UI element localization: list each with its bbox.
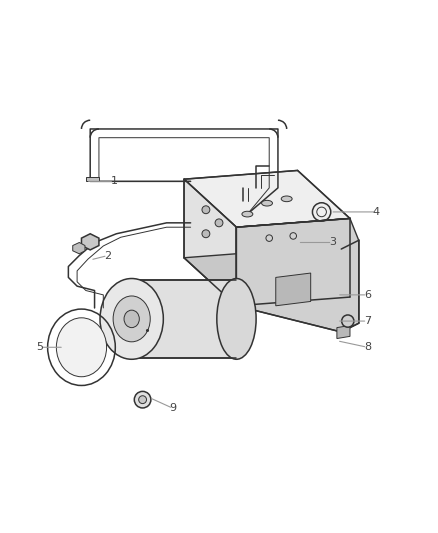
Ellipse shape — [134, 391, 151, 408]
Text: 3: 3 — [329, 238, 336, 247]
Ellipse shape — [317, 207, 326, 217]
Polygon shape — [184, 179, 237, 306]
Ellipse shape — [261, 200, 272, 206]
Polygon shape — [276, 273, 311, 306]
Polygon shape — [184, 171, 350, 227]
Ellipse shape — [57, 318, 106, 377]
Text: 4: 4 — [373, 207, 380, 217]
Polygon shape — [132, 280, 237, 358]
Ellipse shape — [100, 279, 163, 359]
Polygon shape — [73, 243, 85, 254]
Text: 7: 7 — [364, 316, 371, 326]
Text: 8: 8 — [364, 342, 371, 352]
Ellipse shape — [139, 395, 147, 403]
Text: 6: 6 — [364, 290, 371, 300]
Ellipse shape — [202, 206, 210, 214]
Polygon shape — [337, 326, 350, 338]
Text: 2: 2 — [104, 251, 111, 261]
Polygon shape — [81, 234, 99, 250]
Polygon shape — [86, 177, 99, 181]
Ellipse shape — [242, 211, 253, 217]
Polygon shape — [184, 249, 350, 306]
Polygon shape — [237, 219, 350, 306]
Text: 9: 9 — [170, 403, 177, 414]
Text: 1: 1 — [111, 176, 118, 187]
Text: 5: 5 — [36, 342, 43, 352]
Ellipse shape — [215, 219, 223, 227]
Polygon shape — [237, 219, 359, 332]
Ellipse shape — [217, 279, 256, 359]
Ellipse shape — [342, 315, 354, 327]
Ellipse shape — [202, 230, 210, 238]
Ellipse shape — [113, 296, 150, 342]
Ellipse shape — [124, 310, 139, 328]
Ellipse shape — [281, 196, 292, 201]
